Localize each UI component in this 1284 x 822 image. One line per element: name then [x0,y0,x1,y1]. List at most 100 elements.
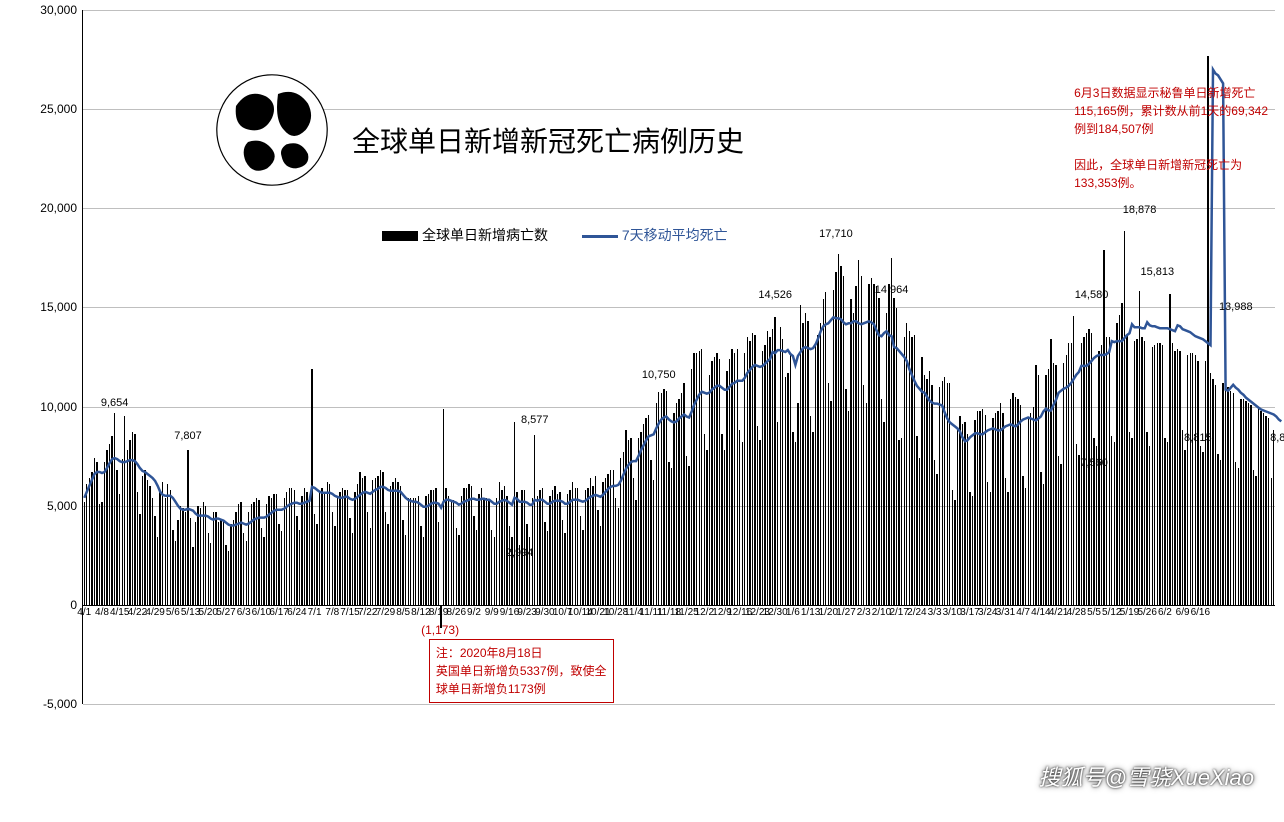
bar [430,490,431,605]
bar [592,486,593,605]
bar [514,422,515,604]
bar [213,512,214,605]
y-tick-label: 5,000 [47,499,83,513]
bar [235,512,236,605]
bar [833,290,834,605]
legend-line-swatch [582,235,618,238]
bar [1098,351,1099,605]
x-tick-label: 4/7 [1016,605,1030,618]
note-line: 注：2020年8月18日 [436,644,607,662]
bar [197,506,198,605]
bar [883,422,884,604]
bar [888,284,889,605]
bar [699,351,700,605]
bar [774,317,775,605]
bar [840,266,841,605]
bar [1005,478,1006,605]
bar [192,547,193,605]
bar [901,438,902,605]
bar [94,458,95,605]
x-tick-label: 4/15 [110,605,129,618]
bar [509,526,510,605]
bar [1058,456,1059,605]
bar [982,409,983,605]
bar [706,450,707,605]
chart-title: 全球单日新增新冠死亡病例历史 [352,120,744,160]
bar [1035,365,1036,605]
legend-line-item: 7天移动平均死亡 [582,227,728,243]
x-tick-label: 7/8 [325,605,339,618]
x-tick-label: 7/15 [340,605,359,618]
bar [939,387,940,605]
bar [936,474,937,605]
bar [129,440,130,605]
bar [1222,383,1223,605]
bar [739,430,740,604]
bar [261,528,262,605]
bar [357,484,358,605]
bar [253,502,254,605]
bar [205,506,206,605]
bar [861,276,862,605]
bar [1136,339,1137,605]
x-tick-label: 9/30 [535,605,554,618]
x-tick-label: 8/5 [396,605,410,618]
note-line: 133,353例。 [1074,174,1268,192]
bar [838,254,839,605]
bar [1116,323,1117,605]
bar [605,478,606,605]
x-tick-label: 5/5 [1087,605,1101,618]
bar [1238,468,1239,605]
bar [132,432,133,605]
bar [119,494,120,605]
bar [337,496,338,605]
x-tick-label: 3/31 [996,605,1015,618]
bar [1043,484,1044,605]
x-tick-label: 9/9 [485,605,499,618]
bar [726,371,727,605]
bar [969,492,970,605]
bar [683,383,684,605]
bar [896,308,897,605]
y-gridline [83,704,1275,705]
bar [1230,391,1231,605]
bar [352,533,353,604]
y-gridline [83,10,1275,11]
note-box-top-right: 6月3日数据显示秘鲁单日新增死亡115,165例，累计数从前1天的69,342例… [1068,80,1274,196]
bar [853,313,854,604]
bar [144,470,145,605]
bar [1060,464,1061,605]
bar [929,371,930,605]
bar [1187,355,1188,605]
bar [767,331,768,605]
bar [526,524,527,605]
bar [248,512,249,605]
bar [89,478,90,605]
bar [569,490,570,605]
bar [1053,363,1054,605]
data-label: 2,994 [506,547,534,561]
x-tick-label: 6/16 [1191,605,1210,618]
bar [658,392,659,605]
bar [749,341,750,605]
bar [972,496,973,605]
bar [349,518,350,605]
bar [395,478,396,605]
bar [1048,369,1049,605]
bar [704,434,705,605]
bar [256,498,257,605]
bar [764,345,765,605]
bar [99,504,100,605]
bar [428,494,429,605]
bar [1002,413,1003,605]
bar [415,498,416,605]
bar [466,488,467,605]
bar [653,480,654,605]
bar [1106,337,1107,605]
bar [1243,399,1244,605]
bar [957,428,958,604]
bar [807,321,808,605]
bar [792,432,793,605]
bar [301,496,302,605]
bar [1149,446,1150,605]
